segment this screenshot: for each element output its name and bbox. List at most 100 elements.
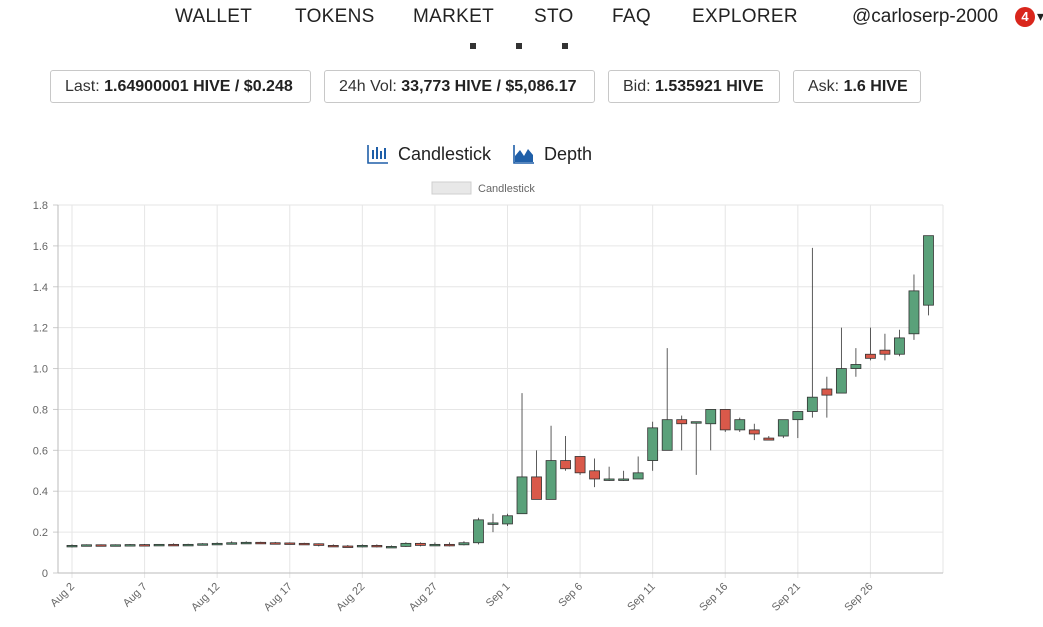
candle-body — [226, 542, 238, 545]
candle-body — [777, 419, 789, 437]
candle-body — [240, 541, 252, 545]
tab-depth-label: Depth — [544, 143, 593, 164]
candle-body — [110, 544, 121, 547]
x-tick-label: Sep 26 — [842, 581, 875, 614]
y-tick-label: 0 — [42, 568, 48, 580]
candle-body — [400, 542, 412, 547]
notification-badge[interactable]: 4 — [1015, 7, 1035, 27]
nav-tokens[interactable]: TOKENS — [295, 6, 375, 27]
stat-volume-label: 24h Vol: — [339, 78, 397, 95]
candle-body — [414, 542, 426, 546]
candle-body — [327, 544, 339, 548]
candle-body — [124, 544, 136, 547]
y-tick-label: 1.8 — [33, 200, 48, 212]
candle-body — [371, 544, 383, 548]
candle-body — [95, 544, 107, 547]
y-tick-label: 1.0 — [33, 364, 48, 376]
x-tick-label: Sep 16 — [697, 581, 730, 614]
x-tick-label: Sep 21 — [770, 581, 803, 614]
x-tick-label: Aug 7 — [121, 581, 150, 610]
candle-body — [531, 476, 542, 500]
candle-body — [182, 543, 194, 547]
candle-body — [313, 543, 325, 546]
candle-body — [806, 396, 818, 412]
candle-body — [66, 544, 78, 548]
candle-body — [734, 419, 746, 431]
y-tick-label: 0.6 — [33, 445, 48, 457]
x-tick-label: Aug 22 — [334, 581, 367, 614]
candle-body — [894, 337, 905, 355]
y-tick-label: 0.8 — [33, 404, 48, 416]
stat-ask-value: 1.6 HIVE — [843, 78, 908, 95]
stat-ask: Ask: 1.6 HIVE — [793, 70, 921, 103]
candle-body — [385, 546, 397, 549]
candle-body — [850, 364, 862, 369]
stat-bid-value: 1.535921 HIVE — [655, 78, 764, 95]
candle-body — [139, 544, 150, 547]
candle-body — [835, 368, 847, 394]
tab-depth[interactable]: Depth — [513, 142, 592, 166]
stat-last-label: Last: — [65, 78, 100, 95]
candle-body — [705, 409, 717, 425]
stat-volume: 24h Vol: 33,773 HIVE / $5,086.17 — [324, 70, 595, 103]
x-tick-label: Aug 12 — [189, 581, 222, 614]
candle-body — [632, 472, 644, 480]
candle-body — [574, 456, 586, 474]
candle-body — [211, 542, 223, 546]
clipped-page-title — [470, 36, 610, 50]
candle-body — [589, 470, 600, 480]
nav-sto[interactable]: STO — [534, 6, 574, 27]
candle-body — [923, 235, 934, 306]
candle-body — [284, 542, 296, 545]
stat-ask-label: Ask: — [808, 78, 840, 95]
stat-volume-value: 33,773 HIVE / $5,086.17 — [401, 78, 577, 95]
nav-market[interactable]: MARKET — [413, 6, 494, 27]
depth-icon — [513, 145, 534, 164]
x-tick-label: Sep 6 — [556, 581, 585, 610]
candlestick-icon — [367, 145, 388, 164]
y-tick-label: 1.6 — [33, 241, 48, 253]
candle-body — [255, 541, 267, 545]
candle-body — [197, 543, 209, 546]
chevron-down-icon[interactable]: ▾ — [1037, 8, 1043, 24]
candle-body — [618, 478, 630, 481]
y-tick-label: 1.4 — [33, 282, 48, 294]
candle-body — [444, 543, 455, 547]
candle-body — [647, 427, 659, 461]
candle-body — [865, 353, 876, 359]
user-menu[interactable]: @carloserp-2000 — [852, 6, 999, 27]
tab-candlestick[interactable]: Candlestick — [367, 142, 491, 166]
candle-body — [487, 522, 499, 525]
legend-label: Candlestick — [478, 183, 535, 195]
price-chart: Candlestick 0 0.2 0.4 0.6 0.8 1.0 1.2 1.4 1.6 1.8 A… — [33, 181, 944, 614]
nav-faq[interactable]: FAQ — [612, 6, 651, 27]
candle-body — [690, 421, 702, 424]
candle-body — [748, 429, 760, 435]
candle-body — [603, 478, 615, 481]
candle-body — [879, 349, 891, 355]
nav-explorer[interactable]: EXPLORER — [692, 6, 798, 27]
candle-body — [458, 542, 470, 546]
legend-swatch — [431, 181, 472, 195]
candle-body — [429, 543, 441, 547]
x-tick-label: Aug 27 — [407, 581, 440, 614]
candle-body — [269, 542, 281, 545]
candle-body — [719, 409, 731, 431]
x-tick-label: Sep 11 — [625, 581, 658, 614]
candle-body — [502, 515, 513, 525]
stat-last-value: 1.64900001 HIVE / $0.248 — [104, 78, 293, 95]
y-tick-label: 0.2 — [33, 527, 48, 539]
nav-wallet[interactable]: WALLET — [175, 6, 253, 27]
x-tick-label: Aug 2 — [48, 581, 77, 610]
candle-body — [153, 543, 165, 547]
x-tick-label: Aug 17 — [262, 581, 295, 614]
candle-body — [356, 544, 368, 548]
candle-body — [473, 519, 484, 544]
top-nav: WALLET TOKENS MARKET STO FAQ EXPLORER @c… — [0, 0, 1043, 40]
candle-body — [516, 476, 528, 515]
candle-body — [821, 388, 833, 396]
stat-bid-label: Bid: — [623, 78, 651, 95]
candle-body — [676, 419, 688, 425]
candle-body — [168, 543, 180, 547]
candle-body — [298, 542, 310, 546]
